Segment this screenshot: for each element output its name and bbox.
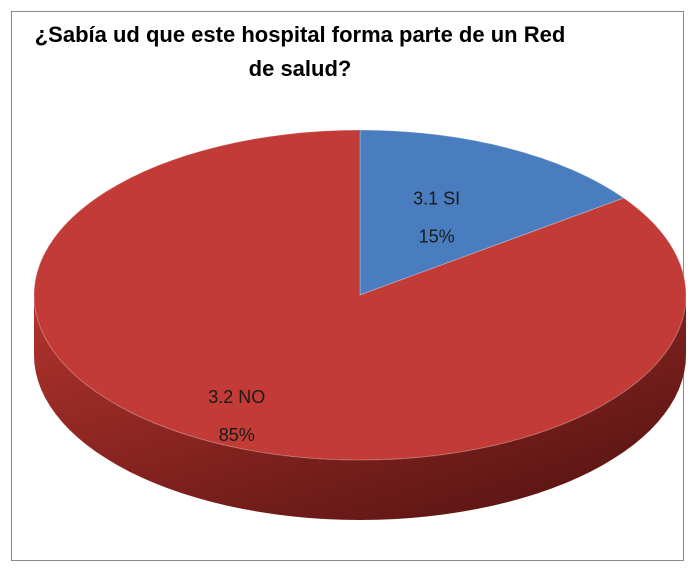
pie-side	[34, 295, 686, 520]
pie-slice	[359, 129, 625, 296]
chart-title: ¿Sabía ud que este hospital forma parte …	[34, 22, 566, 81]
slice-value-label: 15%	[419, 227, 455, 247]
slice-value-label: 85%	[219, 425, 255, 445]
slice-label: 3.2 NO	[208, 387, 265, 407]
pie-slice	[33, 129, 687, 461]
slice-label: 3.1 SI	[413, 189, 460, 209]
